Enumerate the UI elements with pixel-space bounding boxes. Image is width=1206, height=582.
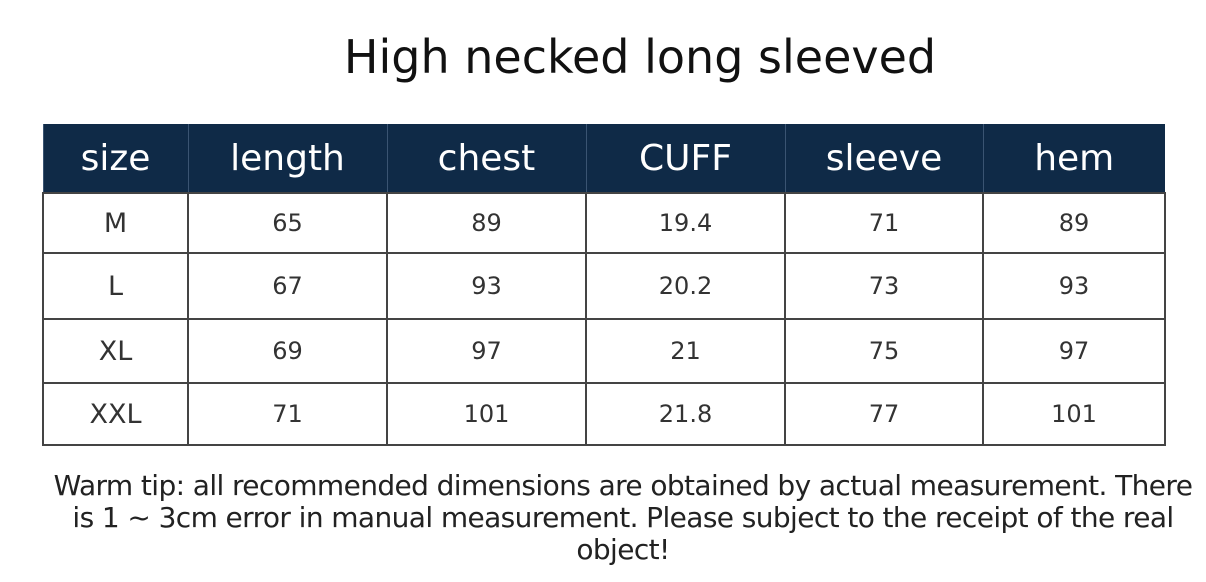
cell-chest: 89 (386, 192, 587, 254)
cell-cuff: 21 (585, 318, 786, 384)
header-sleeve: sleeve (784, 124, 983, 193)
cell-chest: 97 (386, 318, 587, 384)
cell-hem: 89 (982, 192, 1166, 254)
cell-sleeve: 71 (784, 192, 984, 254)
table-row: XXL 71 101 21.8 77 101 (42, 382, 1166, 446)
warm-tip-text: Warm tip: all recommended dimensions are… (53, 469, 1193, 566)
cell-size: M (42, 192, 189, 254)
cell-length: 69 (187, 318, 388, 384)
cell-length: 71 (187, 382, 388, 446)
cell-chest: 93 (386, 252, 587, 320)
cell-size: L (42, 252, 189, 320)
cell-cuff: 19.4 (585, 192, 786, 254)
cell-hem: 93 (982, 252, 1166, 320)
table-row: M 65 89 19.4 71 89 (42, 192, 1166, 254)
table-row: L 67 93 20.2 73 93 (42, 252, 1166, 320)
header-hem: hem (982, 124, 1165, 193)
table-row: XL 69 97 21 75 97 (42, 318, 1166, 384)
page-title: High necked long sleeved (343, 30, 937, 84)
cell-hem: 97 (982, 318, 1166, 384)
header-chest: chest (386, 124, 586, 193)
cell-length: 67 (187, 252, 388, 320)
cell-chest: 101 (386, 382, 587, 446)
cell-cuff: 20.2 (585, 252, 786, 320)
header-cuff: CUFF (585, 124, 785, 193)
cell-size: XXL (42, 382, 189, 446)
cell-cuff: 21.8 (585, 382, 786, 446)
cell-length: 65 (187, 192, 388, 254)
cell-sleeve: 77 (784, 382, 984, 446)
cell-size: XL (42, 318, 189, 384)
size-chart-table: size length chest CUFF sleeve hem M 65 89 1… (42, 124, 1166, 446)
table-header-row: size length chest CUFF sleeve hem (42, 124, 1165, 193)
cell-hem: 101 (982, 382, 1166, 446)
header-size: size (42, 124, 188, 193)
cell-sleeve: 73 (784, 252, 984, 320)
cell-sleeve: 75 (784, 318, 984, 384)
header-length: length (187, 124, 387, 193)
